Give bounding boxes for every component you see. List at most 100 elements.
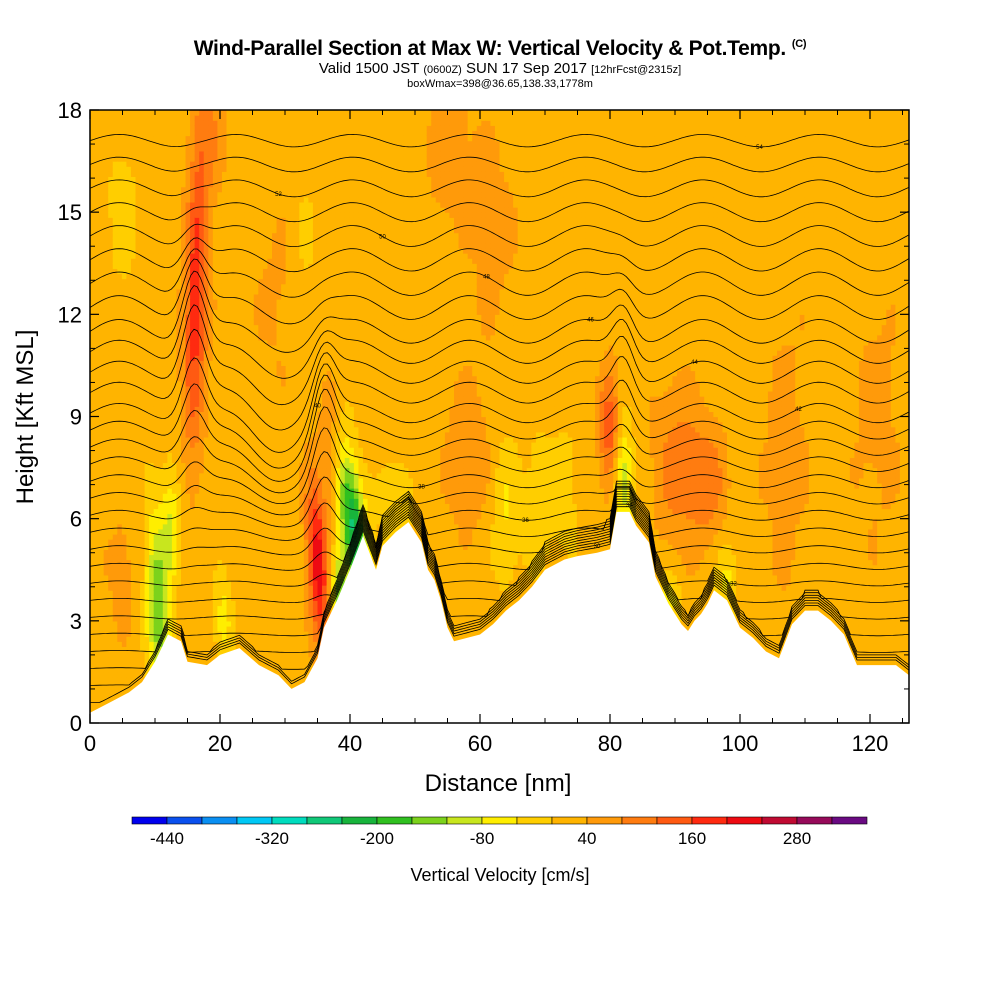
w-cell xyxy=(167,145,173,152)
w-cell xyxy=(244,421,250,428)
w-cell xyxy=(158,360,164,367)
w-cell xyxy=(190,426,196,433)
w-cell xyxy=(144,554,150,561)
w-cell xyxy=(272,278,278,285)
w-cell xyxy=(167,390,173,397)
w-cell xyxy=(194,595,200,601)
w-cell xyxy=(112,135,118,142)
w-cell xyxy=(231,385,237,392)
w-cell xyxy=(144,518,150,525)
w-cell xyxy=(121,309,127,315)
w-cell xyxy=(140,278,146,285)
w-cell xyxy=(208,130,214,137)
w-cell xyxy=(144,385,150,392)
w-cell xyxy=(199,488,205,494)
w-cell xyxy=(208,176,214,183)
w-cell xyxy=(126,431,132,438)
w-cell xyxy=(94,436,100,443)
w-cell xyxy=(185,350,191,356)
w-cell xyxy=(249,641,255,647)
w-cell xyxy=(126,564,132,571)
w-cell xyxy=(153,574,159,581)
w-cell xyxy=(185,161,191,167)
w-cell xyxy=(276,610,282,617)
w-cell xyxy=(203,554,209,561)
w-cell xyxy=(103,145,109,152)
w-cell xyxy=(199,186,205,193)
w-cell xyxy=(194,232,200,239)
w-cell xyxy=(90,288,96,295)
w-cell xyxy=(231,247,237,254)
w-cell xyxy=(212,125,218,132)
w-cell xyxy=(153,503,159,510)
w-cell xyxy=(221,293,228,300)
w-cell xyxy=(90,191,96,198)
w-cell xyxy=(190,222,196,229)
w-cell xyxy=(130,227,137,234)
w-cell xyxy=(153,421,159,428)
w-cell xyxy=(208,523,214,530)
w-cell xyxy=(140,237,146,244)
w-cell xyxy=(117,411,123,418)
w-cell xyxy=(185,406,191,412)
w-cell xyxy=(249,350,255,356)
w-cell xyxy=(140,171,146,178)
w-cell xyxy=(221,339,228,346)
w-cell xyxy=(171,452,178,458)
w-cell xyxy=(185,482,191,489)
w-cell xyxy=(212,585,218,591)
w-cell xyxy=(262,278,269,285)
w-cell xyxy=(103,528,109,535)
w-cell xyxy=(112,314,118,321)
w-cell xyxy=(267,130,273,137)
w-cell xyxy=(117,416,123,423)
w-cell xyxy=(231,135,237,142)
w-cell xyxy=(226,523,232,530)
w-cell xyxy=(212,452,218,458)
w-cell xyxy=(276,559,282,566)
w-cell xyxy=(267,416,273,423)
w-cell xyxy=(249,436,255,443)
w-cell xyxy=(103,656,109,663)
w-cell xyxy=(240,401,246,407)
w-cell xyxy=(267,661,273,668)
w-cell xyxy=(103,636,109,642)
w-cell xyxy=(249,513,255,520)
w-cell xyxy=(135,579,141,586)
w-cell xyxy=(121,375,127,382)
w-cell xyxy=(117,677,123,683)
w-cell xyxy=(226,590,232,596)
w-cell xyxy=(185,339,191,346)
w-cell xyxy=(121,482,127,489)
w-cell xyxy=(231,569,237,576)
w-cell xyxy=(108,590,114,596)
w-cell xyxy=(126,273,132,280)
w-cell xyxy=(99,319,105,326)
w-cell xyxy=(203,339,209,346)
w-cell xyxy=(149,253,155,259)
w-cell xyxy=(112,390,118,397)
w-cell xyxy=(176,569,182,576)
w-cell xyxy=(121,462,127,469)
w-cell xyxy=(244,140,250,147)
w-cell xyxy=(199,431,205,438)
w-cell xyxy=(158,329,164,336)
w-cell xyxy=(212,273,218,280)
w-cell xyxy=(158,344,164,351)
w-cell xyxy=(130,411,137,418)
w-cell xyxy=(112,452,118,458)
w-cell xyxy=(240,217,246,223)
w-cell xyxy=(176,498,182,504)
w-cell xyxy=(194,513,200,520)
w-cell xyxy=(112,651,118,658)
w-cell xyxy=(272,503,278,510)
w-cell xyxy=(103,426,109,433)
w-cell xyxy=(144,278,150,285)
w-cell xyxy=(121,242,127,249)
w-cell xyxy=(126,247,132,254)
w-cell xyxy=(167,339,173,346)
w-cell xyxy=(203,442,209,448)
w-cell xyxy=(267,222,273,229)
w-cell xyxy=(103,651,109,658)
w-cell xyxy=(272,314,278,321)
